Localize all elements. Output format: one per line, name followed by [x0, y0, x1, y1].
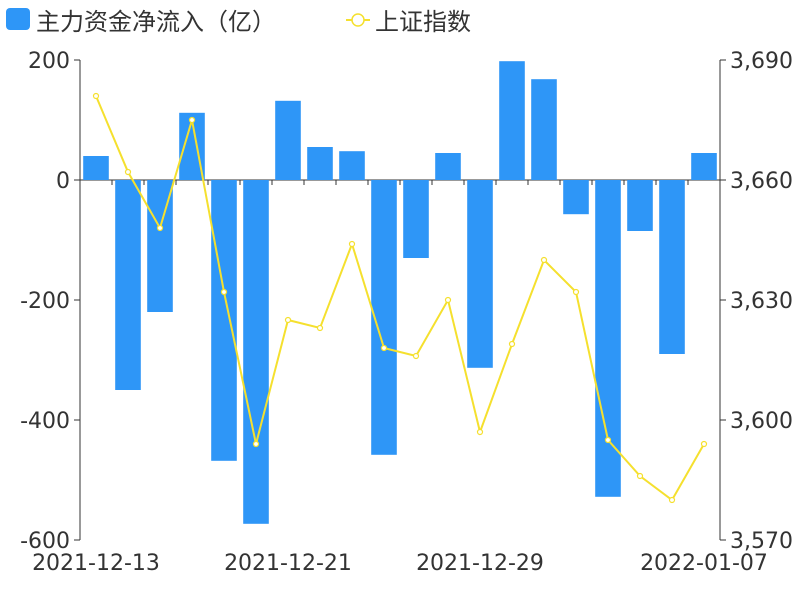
bar	[115, 180, 141, 390]
bar	[307, 147, 333, 180]
index-point	[252, 440, 260, 448]
left-axis-tick-label: -200	[20, 289, 70, 314]
line-series	[92, 92, 708, 504]
x-axis-tick-label: 2021-12-29	[416, 551, 544, 576]
bar	[211, 180, 237, 461]
index-point	[380, 344, 388, 352]
index-point	[540, 256, 548, 264]
bar	[403, 180, 429, 258]
index-point	[92, 92, 100, 100]
bar	[243, 180, 269, 524]
legend-line-marker	[351, 13, 365, 27]
bar	[499, 61, 525, 181]
bar	[627, 180, 653, 231]
legend: 主力资金净流入（亿） 上证指数	[6, 8, 471, 36]
index-point	[284, 316, 292, 324]
right-axis-tick-label: 3,660	[730, 169, 793, 194]
left-axis-tick-label: 0	[56, 169, 70, 194]
bar	[691, 153, 717, 180]
index-point	[412, 352, 420, 360]
bar	[531, 79, 557, 180]
right-axis-tick-label: 3,600	[730, 409, 793, 434]
legend-bar-swatch	[6, 8, 30, 30]
index-point	[220, 288, 228, 296]
index-point	[348, 240, 356, 248]
index-point	[604, 436, 612, 444]
index-point	[668, 496, 676, 504]
x-axis-tick-label: 2021-12-13	[32, 551, 160, 576]
bar	[275, 100, 301, 180]
legend-label-index: 上证指数	[375, 8, 471, 36]
index-point	[476, 428, 484, 436]
index-point	[156, 224, 164, 232]
bar	[595, 180, 621, 497]
bar	[563, 180, 589, 215]
right-axis-tick-label: 3,570	[730, 529, 793, 554]
index-point	[124, 168, 132, 176]
bar	[435, 153, 461, 180]
index-point	[316, 324, 324, 332]
x-axis-tick-label: 2021-12-21	[224, 551, 352, 576]
bar	[467, 180, 493, 368]
index-point	[636, 472, 644, 480]
bar	[83, 156, 109, 180]
index-line	[95, 95, 705, 502]
left-axis-tick-label: 200	[28, 49, 70, 74]
x-axis-tick-label: 2022-01-07	[640, 551, 768, 576]
index-point	[508, 340, 516, 348]
index-point	[188, 116, 196, 124]
bar	[659, 180, 685, 354]
bar	[339, 151, 365, 180]
tick-labels: 200 0 -200 -400 -600 3,690 3,660 3,630 3,600 3,57…	[20, 49, 793, 576]
index-point	[444, 296, 452, 304]
right-axis-tick-label: 3,690	[730, 49, 793, 74]
right-axis-tick-label: 3,630	[730, 289, 793, 314]
legend-label-fund-flow: 主力资金净流入（亿）	[36, 8, 276, 36]
index-point	[700, 440, 708, 448]
index-point	[572, 288, 580, 296]
left-axis-tick-label: -600	[20, 529, 70, 554]
left-axis-tick-label: -400	[20, 409, 70, 434]
